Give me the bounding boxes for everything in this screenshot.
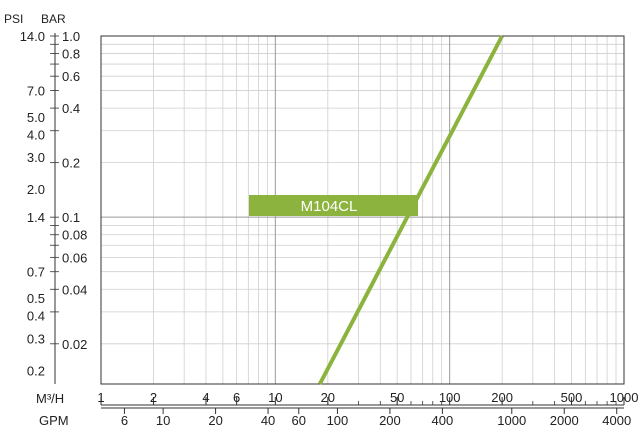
psi-unit-label: PSI bbox=[4, 12, 23, 26]
m3h-tick-label: 6 bbox=[233, 390, 240, 405]
bar-tick-label: 0.04 bbox=[62, 282, 87, 297]
series-label-layer: M104CL bbox=[249, 195, 418, 216]
psi-tick-label: 7.0 bbox=[27, 84, 45, 99]
m3h-unit-label: M³/H bbox=[36, 391, 64, 406]
m3h-tick-label: 500 bbox=[561, 390, 583, 405]
psi-tick-label: 0.3 bbox=[27, 331, 45, 346]
psi-tick-label: 0.5 bbox=[27, 291, 45, 306]
bar-tick-label: 0.1 bbox=[62, 210, 80, 225]
series-label-box bbox=[249, 195, 418, 216]
psi-tick-label: 0.7 bbox=[27, 265, 45, 280]
bar-tick-label: 1.0 bbox=[62, 29, 80, 44]
series-label-text: M104CL bbox=[301, 198, 358, 215]
m3h-tick-label: 2 bbox=[150, 390, 157, 405]
psi-tick-label: 0.4 bbox=[27, 309, 45, 324]
psi-tick-label: 4.0 bbox=[27, 128, 45, 143]
psi-tick-label: 1.4 bbox=[27, 210, 45, 225]
gpm-unit-label: GPM bbox=[39, 413, 69, 428]
bar-tick-label: 0.8 bbox=[62, 47, 80, 62]
m3h-tick-label: 200 bbox=[491, 390, 513, 405]
m3h-tick-label: 100 bbox=[439, 390, 461, 405]
gpm-tick-label: 4000 bbox=[602, 413, 631, 428]
bar-tick-label: 0.06 bbox=[62, 250, 87, 265]
m3h-tick-label: 20 bbox=[321, 390, 335, 405]
gpm-tick-label: 200 bbox=[379, 413, 401, 428]
bottom-axis: 1 2 4 6 10 20 50 100 200 500 1000 6 10 20 40 60 100 200 40… bbox=[97, 390, 638, 428]
gpm-tick-label: 60 bbox=[292, 413, 306, 428]
bar-tick-label: 0.08 bbox=[62, 228, 87, 243]
gpm-tick-label: 6 bbox=[121, 413, 128, 428]
m3h-tick-label: 1000 bbox=[610, 390, 639, 405]
gpm-tick-label: 2000 bbox=[550, 413, 579, 428]
gpm-tick-label: 40 bbox=[261, 413, 275, 428]
psi-tick-label: 2.0 bbox=[27, 182, 45, 197]
gpm-tick-label: 20 bbox=[208, 413, 222, 428]
bar-tick-label: 0.6 bbox=[62, 69, 80, 84]
gpm-tick-label: 100 bbox=[327, 413, 349, 428]
left-axis: 1.0 0.8 0.6 0.4 0.2 0.1 0.08 0.06 0.04 0.02 14.0 7.… bbox=[20, 29, 87, 384]
bar-tick-label: 0.2 bbox=[62, 156, 80, 171]
m3h-tick-label: 4 bbox=[202, 390, 209, 405]
psi-tick-label: 3.0 bbox=[27, 150, 45, 165]
m3h-tick-label: 1 bbox=[97, 390, 104, 405]
psi-tick-label: 5.0 bbox=[27, 110, 45, 125]
m3h-tick-label: 50 bbox=[390, 390, 404, 405]
psi-tick-label: 0.2 bbox=[27, 363, 45, 378]
plot-border bbox=[100, 35, 625, 385]
bar-unit-label: BAR bbox=[41, 12, 66, 26]
m3h-tick-label: 10 bbox=[268, 390, 282, 405]
gpm-tick-label: 10 bbox=[156, 413, 170, 428]
psi-tick-label: 14.0 bbox=[20, 29, 45, 44]
gpm-tick-label: 400 bbox=[432, 413, 454, 428]
gpm-tick-label: 1000 bbox=[497, 413, 526, 428]
bar-tick-label: 0.4 bbox=[62, 101, 80, 116]
bar-tick-label: 0.02 bbox=[62, 337, 87, 352]
